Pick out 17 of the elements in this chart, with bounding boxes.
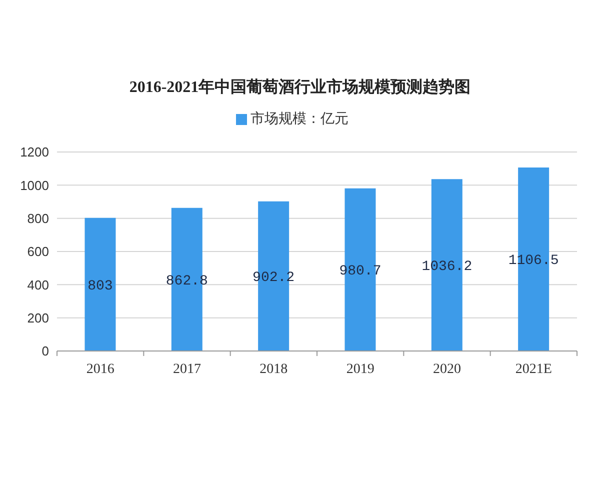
x-tick-label: 2020 — [433, 362, 461, 377]
x-tick-label: 2017 — [173, 362, 201, 377]
legend-label: 市场规模：亿元 — [250, 111, 348, 127]
x-tick-label: 2019 — [346, 362, 374, 377]
y-tick-label: 600 — [27, 244, 49, 260]
x-tick-label: 2018 — [260, 362, 288, 377]
y-tick-label: 1000 — [20, 178, 49, 193]
chart-title: 2016-2021年中国葡萄酒行业市场规模预测趋势图 — [128, 78, 472, 98]
y-tick-label: 800 — [27, 210, 49, 226]
y-tick-label: 1200 — [20, 144, 49, 160]
y-tick-label: 0 — [42, 344, 49, 359]
y-tick-label: 200 — [27, 310, 49, 326]
y-tick-label: 400 — [27, 277, 49, 292]
x-tick-label: 2021E — [515, 362, 552, 377]
data-label: 803 — [88, 278, 113, 294]
x-tick-label: 2016 — [86, 362, 114, 377]
bar — [84, 218, 116, 351]
